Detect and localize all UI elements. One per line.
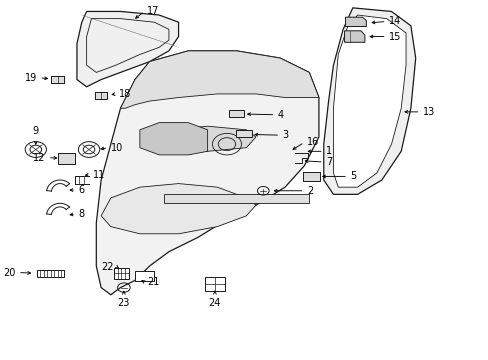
Text: 20: 20 [3, 267, 16, 278]
Polygon shape [345, 17, 366, 27]
Bar [135, 271, 154, 282]
Bar [95, 93, 107, 99]
Text: 10: 10 [111, 143, 123, 153]
Text: 12: 12 [33, 153, 45, 163]
Text: 1: 1 [325, 146, 332, 156]
Bar [51, 76, 64, 83]
Bar [37, 270, 63, 277]
FancyBboxPatch shape [236, 130, 251, 136]
Bar [58, 153, 75, 163]
Text: 5: 5 [350, 171, 356, 181]
Bar [163, 194, 308, 203]
Text: 19: 19 [24, 73, 37, 83]
Polygon shape [159, 126, 256, 151]
Text: 15: 15 [388, 32, 401, 41]
Polygon shape [323, 8, 415, 194]
Text: 3: 3 [282, 130, 288, 140]
FancyBboxPatch shape [228, 111, 244, 117]
Polygon shape [96, 51, 318, 295]
Polygon shape [120, 51, 318, 108]
Text: 13: 13 [422, 107, 434, 117]
Polygon shape [140, 123, 207, 155]
Text: 16: 16 [306, 138, 319, 147]
Text: 21: 21 [147, 277, 159, 287]
Text: 4: 4 [277, 110, 284, 120]
Text: 23: 23 [118, 298, 130, 309]
Text: 2: 2 [306, 186, 312, 196]
Polygon shape [77, 12, 178, 87]
Text: 6: 6 [78, 185, 84, 195]
Text: 22: 22 [102, 262, 114, 272]
Text: 7: 7 [325, 157, 332, 167]
Polygon shape [344, 31, 364, 42]
Bar [303, 172, 320, 181]
Polygon shape [101, 184, 256, 234]
Text: 14: 14 [388, 17, 401, 27]
Text: 11: 11 [93, 170, 105, 180]
Text: 18: 18 [119, 89, 131, 99]
Text: 8: 8 [78, 209, 84, 219]
Bar [114, 268, 129, 279]
Text: 24: 24 [208, 298, 221, 309]
Polygon shape [333, 15, 405, 187]
Text: 9: 9 [33, 126, 39, 136]
Text: 17: 17 [147, 6, 159, 17]
Bar [204, 277, 224, 291]
